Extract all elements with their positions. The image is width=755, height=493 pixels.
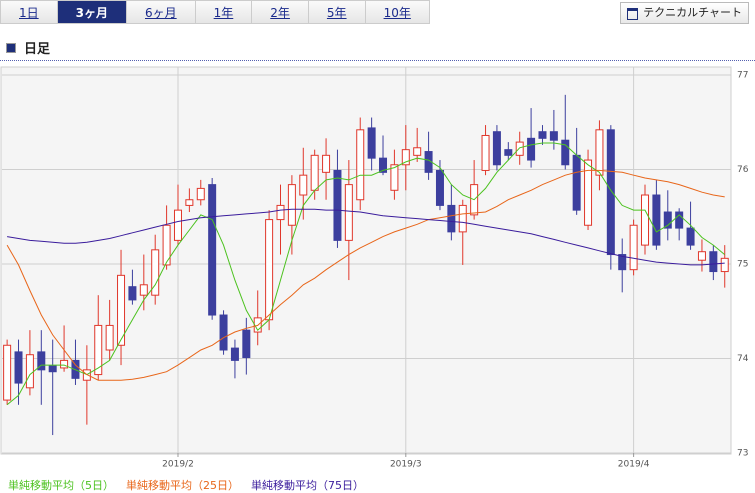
candle-body xyxy=(561,139,570,166)
candle-body xyxy=(663,211,672,229)
range-tab[interactable]: 6ヶ月 xyxy=(127,0,196,24)
range-tab[interactable]: 10年 xyxy=(365,0,430,24)
candle-body xyxy=(367,127,376,159)
candle-body xyxy=(3,344,12,401)
candle-body xyxy=(697,251,706,261)
candle-body xyxy=(322,154,331,173)
candle-body xyxy=(447,204,456,233)
candle-body xyxy=(117,274,126,346)
candle-body xyxy=(25,354,34,389)
candle-body xyxy=(652,194,661,246)
candle-body xyxy=(481,134,490,171)
candle-body xyxy=(128,286,137,301)
candle-body xyxy=(333,169,342,241)
candle-body xyxy=(629,224,638,271)
candle-body xyxy=(219,314,228,351)
legend-entry: 単純移動平均（75日） xyxy=(251,479,364,492)
candle-body xyxy=(618,254,627,271)
candle-body xyxy=(515,141,524,156)
candle-body xyxy=(504,149,513,156)
range-tabs: 1日 3ヶ月 6ヶ月 1年 2年 5年 10年 xyxy=(0,0,430,24)
candle-body xyxy=(572,154,581,211)
candle-body xyxy=(709,251,718,273)
candle-body xyxy=(276,204,285,221)
candle-body xyxy=(196,187,205,201)
candle-body xyxy=(527,137,536,161)
candle-body xyxy=(538,131,547,139)
range-tab[interactable]: 5年 xyxy=(308,0,366,24)
candle-body xyxy=(356,129,365,201)
candle-body xyxy=(287,184,296,226)
candle-body xyxy=(401,149,410,166)
candle-body xyxy=(675,211,684,229)
candle-body xyxy=(14,351,23,384)
y-tick-label: 75 xyxy=(737,260,748,270)
candle-body xyxy=(379,157,388,173)
candle-body xyxy=(173,209,182,241)
x-tick-label: 2019/3 xyxy=(390,460,422,470)
range-tab[interactable]: 1年 xyxy=(195,0,253,24)
legend: 単純移動平均（5日） 単純移動平均（25日） 単純移動平均（75日） xyxy=(8,477,364,493)
section-title: 日足 xyxy=(6,38,50,57)
range-tab[interactable]: 2年 xyxy=(252,0,309,24)
candle-body xyxy=(242,329,251,359)
candle-body xyxy=(413,147,422,156)
candle-body xyxy=(595,129,604,176)
divider xyxy=(0,60,755,61)
candle-body xyxy=(584,159,593,226)
candle-body xyxy=(105,324,114,351)
candle-body xyxy=(344,184,353,241)
candle-body xyxy=(299,174,308,196)
candle-body xyxy=(37,351,46,371)
candle-body xyxy=(458,204,467,233)
candle-body xyxy=(720,257,729,273)
candle-body xyxy=(139,284,148,296)
candle-body xyxy=(435,169,444,206)
candle-body xyxy=(208,184,217,316)
x-tick-label: 2019/2 xyxy=(162,460,194,470)
y-tick-label: 76 xyxy=(737,165,749,175)
moving-average-line xyxy=(6,169,725,381)
candle-body xyxy=(151,249,160,296)
candle-body xyxy=(60,359,69,369)
y-tick-label: 77 xyxy=(737,71,748,81)
candle-body xyxy=(641,194,650,246)
candle-body xyxy=(94,324,103,376)
candle-body xyxy=(265,219,274,321)
moving-average-line xyxy=(6,142,726,406)
candle-body xyxy=(185,199,194,206)
y-tick-label: 73 xyxy=(737,449,748,459)
y-tick-label: 74 xyxy=(737,354,749,364)
x-tick-label: 2019/4 xyxy=(618,460,650,470)
candle-body xyxy=(606,129,615,256)
candle-body xyxy=(310,154,319,191)
candle-body xyxy=(390,164,399,191)
candle-body xyxy=(492,131,501,166)
candle-body xyxy=(549,131,558,141)
moving-average-line xyxy=(7,208,725,266)
chart: 73 74 75 76 77 2019/2 2019/3 2019/4 xyxy=(0,66,749,470)
range-tab[interactable]: 3ヶ月 xyxy=(57,0,127,24)
candle-body xyxy=(230,347,239,361)
candle-body xyxy=(48,365,57,373)
candle-body xyxy=(686,227,695,246)
candle-body xyxy=(162,224,171,266)
legend-entry: 単純移動平均（25日） xyxy=(126,479,239,492)
legend-entry: 単純移動平均（5日） xyxy=(8,479,114,492)
range-tab[interactable]: 1日 xyxy=(0,0,58,24)
technical-chart-button[interactable]: テクニカルチャート xyxy=(620,2,749,24)
